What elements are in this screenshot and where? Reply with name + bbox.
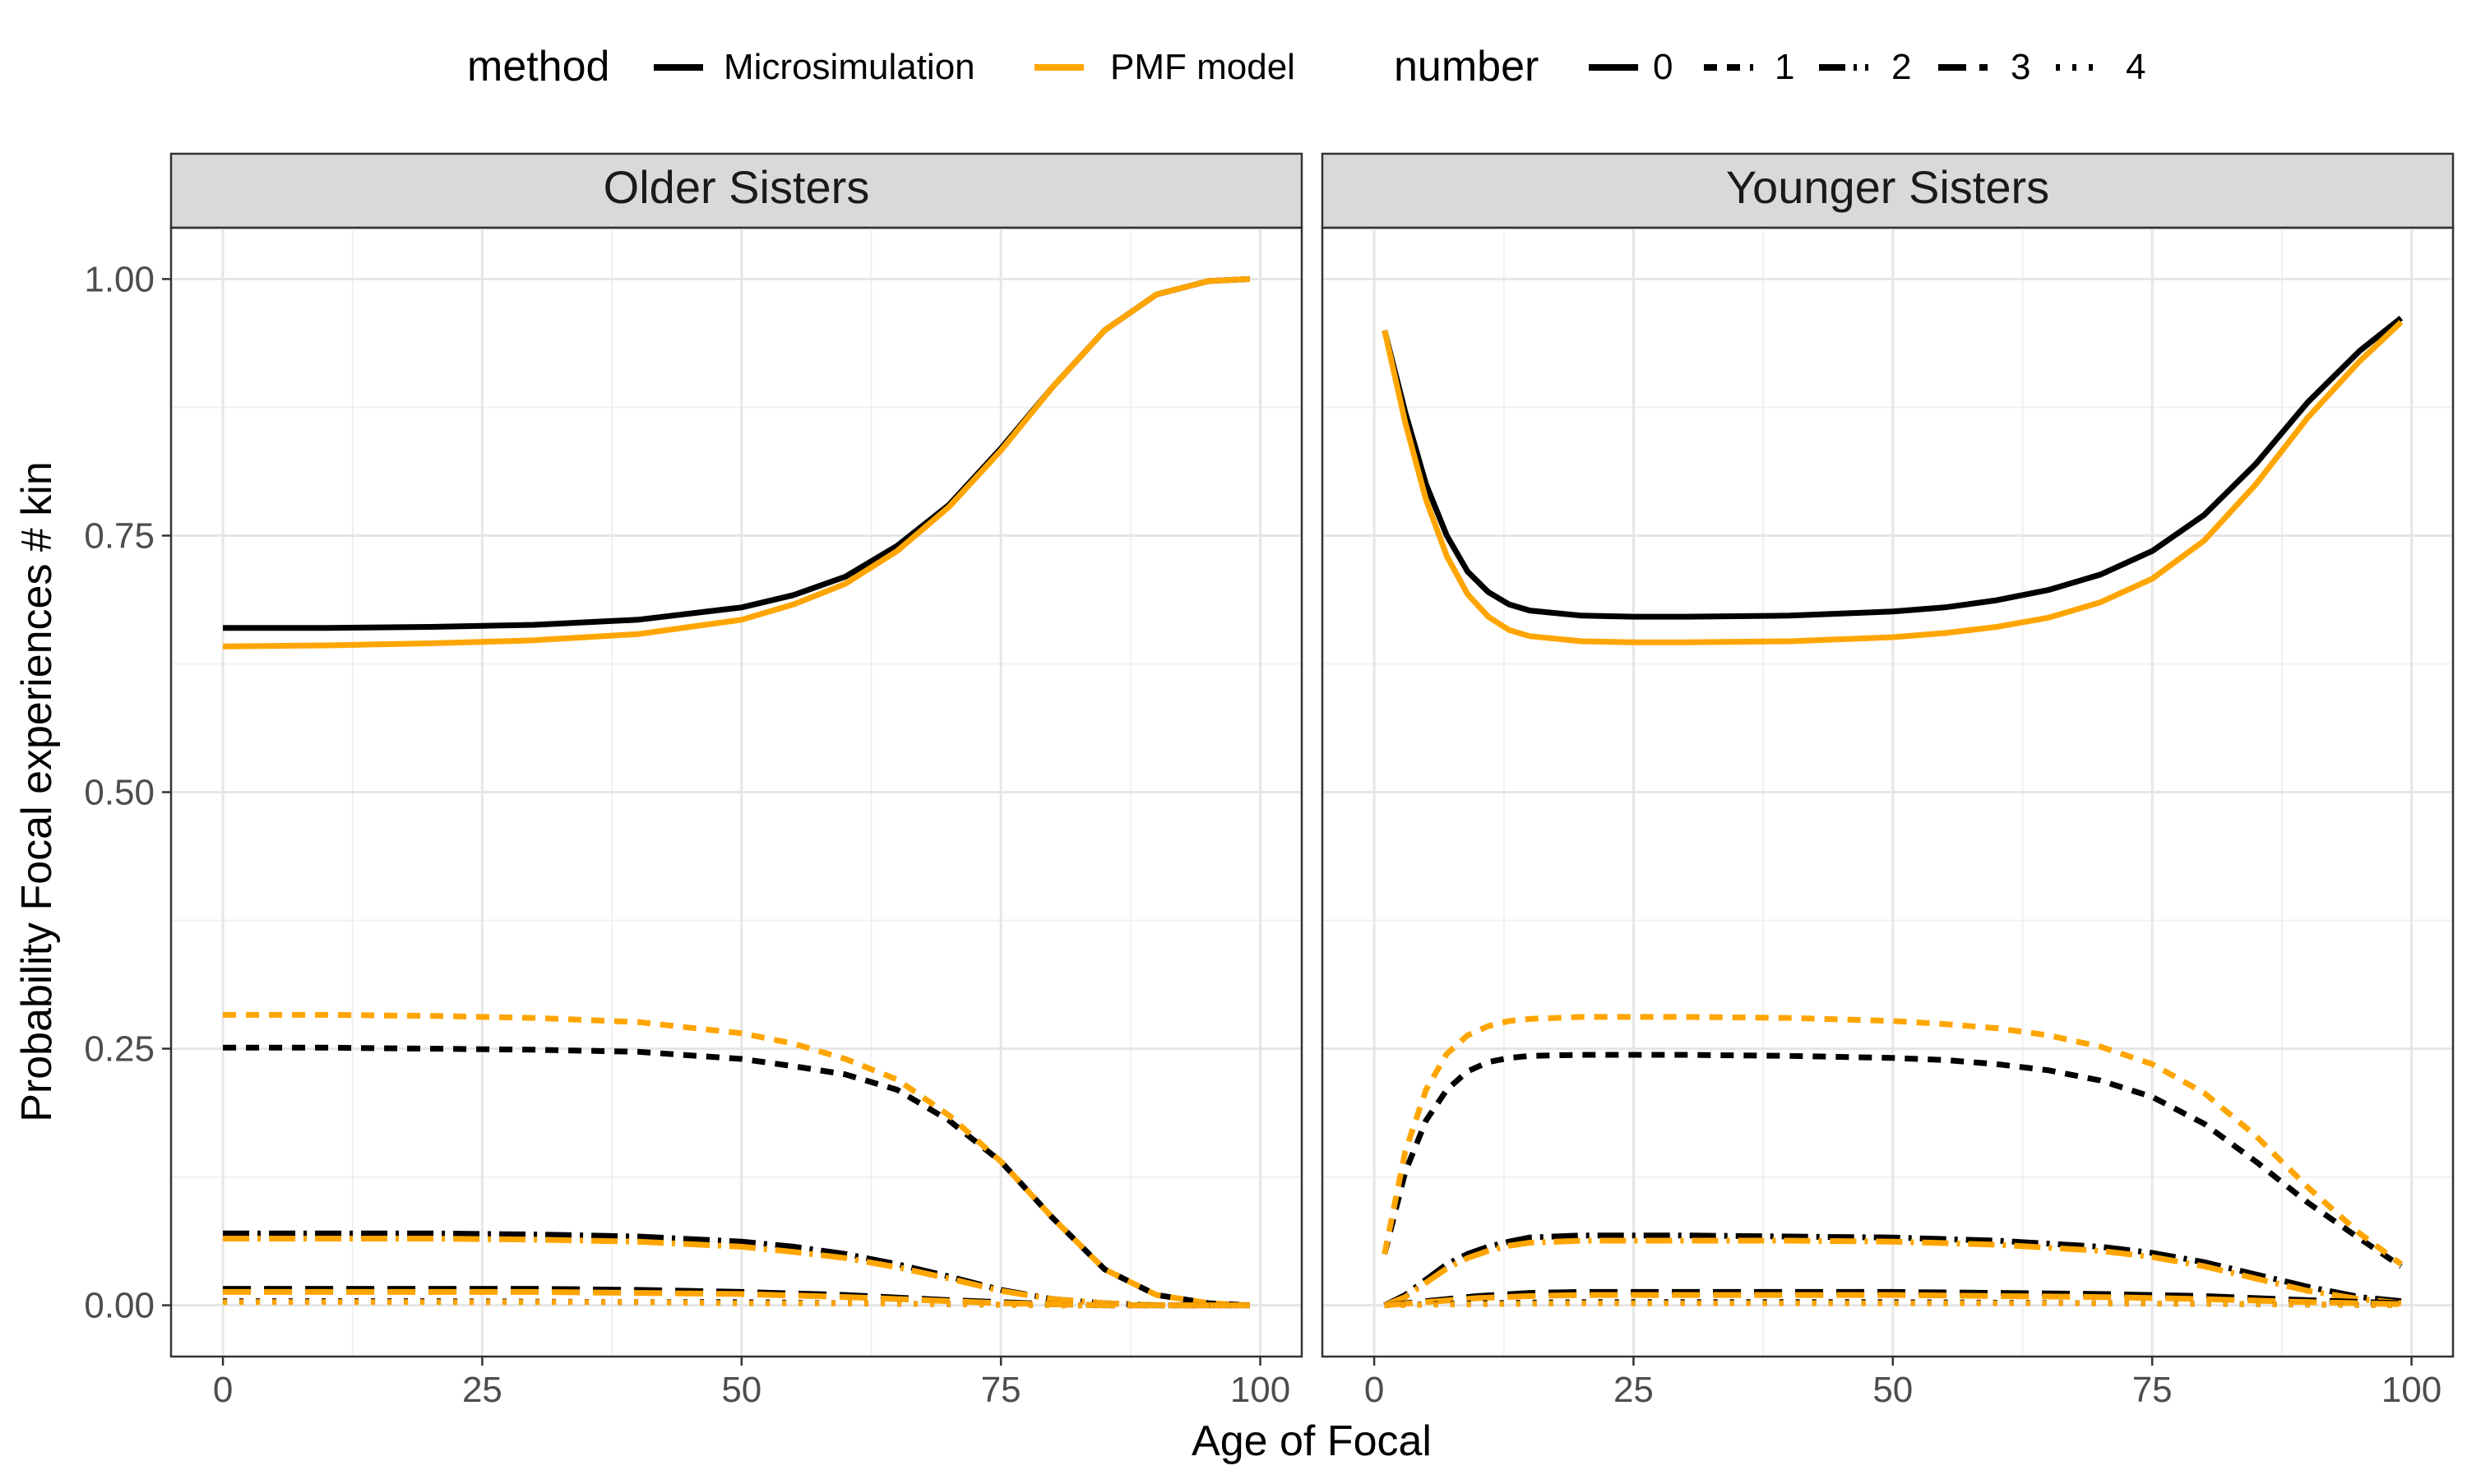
x-axis-title: Age of Focal bbox=[1192, 1417, 1432, 1465]
panel-title: Younger Sisters bbox=[1726, 161, 2049, 213]
panel-grid bbox=[1322, 228, 2453, 1357]
x-tick-label: 75 bbox=[981, 1370, 1021, 1410]
series-line-pmf-model-1 bbox=[223, 1011, 1251, 1309]
panel-series bbox=[1382, 316, 2404, 1309]
x-tick-label: 100 bbox=[2381, 1370, 2442, 1410]
panel-younger-sisters: Younger Sisters 0 25 50 75 100 bbox=[1321, 152, 2455, 1410]
x-tick-label: 0 bbox=[1364, 1370, 1384, 1410]
panel-border bbox=[1321, 226, 2455, 1358]
series-line-pmf-model-3 bbox=[1384, 1292, 2401, 1309]
series-line-microsimulation-2 bbox=[223, 1230, 1250, 1309]
x-tick-label: 100 bbox=[1230, 1370, 1290, 1410]
series-line-microsimulation-1 bbox=[1382, 1052, 2403, 1269]
x-tick-label: 0 bbox=[213, 1370, 233, 1410]
series-line-pmf-model-2 bbox=[1383, 1237, 2402, 1308]
series-line-microsimulation-2 bbox=[1383, 1232, 2402, 1308]
legend-label-microsimulation: Microsimulation bbox=[724, 47, 975, 87]
y-tick-label: 0.00 bbox=[84, 1286, 155, 1326]
y-axis-title: Probability Focal experiences # kin bbox=[13, 461, 61, 1122]
y-tick-label: 1.00 bbox=[84, 259, 155, 299]
panel-series bbox=[223, 275, 1251, 1309]
legend-method-title: method bbox=[467, 43, 609, 90]
series-line-microsimulation-1 bbox=[223, 1044, 1251, 1309]
y-tick-label: 0.25 bbox=[84, 1029, 155, 1070]
legend: method Microsimulation PMF model number … bbox=[467, 43, 2145, 90]
legend-label-number-0: 0 bbox=[1653, 47, 1673, 87]
panel-strip bbox=[169, 152, 1303, 229]
panel-older-sisters: Older Sisters 0 25 50 75 100 bbox=[169, 152, 1303, 1410]
series-line-pmf-model-0 bbox=[223, 275, 1251, 650]
series-line-microsimulation-0 bbox=[1382, 316, 2404, 620]
x-tick-label: 25 bbox=[1613, 1370, 1654, 1410]
series-line-pmf-model-2 bbox=[223, 1236, 1250, 1309]
x-tick-label: 50 bbox=[721, 1370, 761, 1410]
x-tick-label: 75 bbox=[2132, 1370, 2173, 1410]
series-line-pmf-model-3 bbox=[223, 1288, 1250, 1309]
x-axis: 0 25 50 75 100 bbox=[1364, 1357, 2442, 1410]
y-tick-label: 0.50 bbox=[84, 773, 155, 813]
y-tick-label: 0.75 bbox=[84, 515, 155, 556]
legend-label-number-1: 1 bbox=[1775, 47, 1794, 87]
legend-label-number-3: 3 bbox=[2011, 47, 2030, 87]
series-line-pmf-model-0 bbox=[1382, 320, 2404, 645]
legend-number-title: number bbox=[1394, 43, 1539, 90]
legend-label-number-4: 4 bbox=[2126, 47, 2145, 87]
panel-strip bbox=[1321, 152, 2455, 229]
x-tick-label: 25 bbox=[462, 1370, 502, 1410]
legend-label-pmf-model: PMF model bbox=[1110, 47, 1295, 87]
panel-title: Older Sisters bbox=[604, 161, 870, 213]
y-axis: 0.00 0.25 0.50 0.75 1.00 bbox=[84, 259, 171, 1326]
x-tick-label: 50 bbox=[1872, 1370, 1913, 1410]
x-axis: 0 25 50 75 100 bbox=[213, 1357, 1290, 1410]
legend-label-number-2: 2 bbox=[1891, 47, 1911, 87]
series-line-pmf-model-1 bbox=[1382, 1014, 2403, 1267]
